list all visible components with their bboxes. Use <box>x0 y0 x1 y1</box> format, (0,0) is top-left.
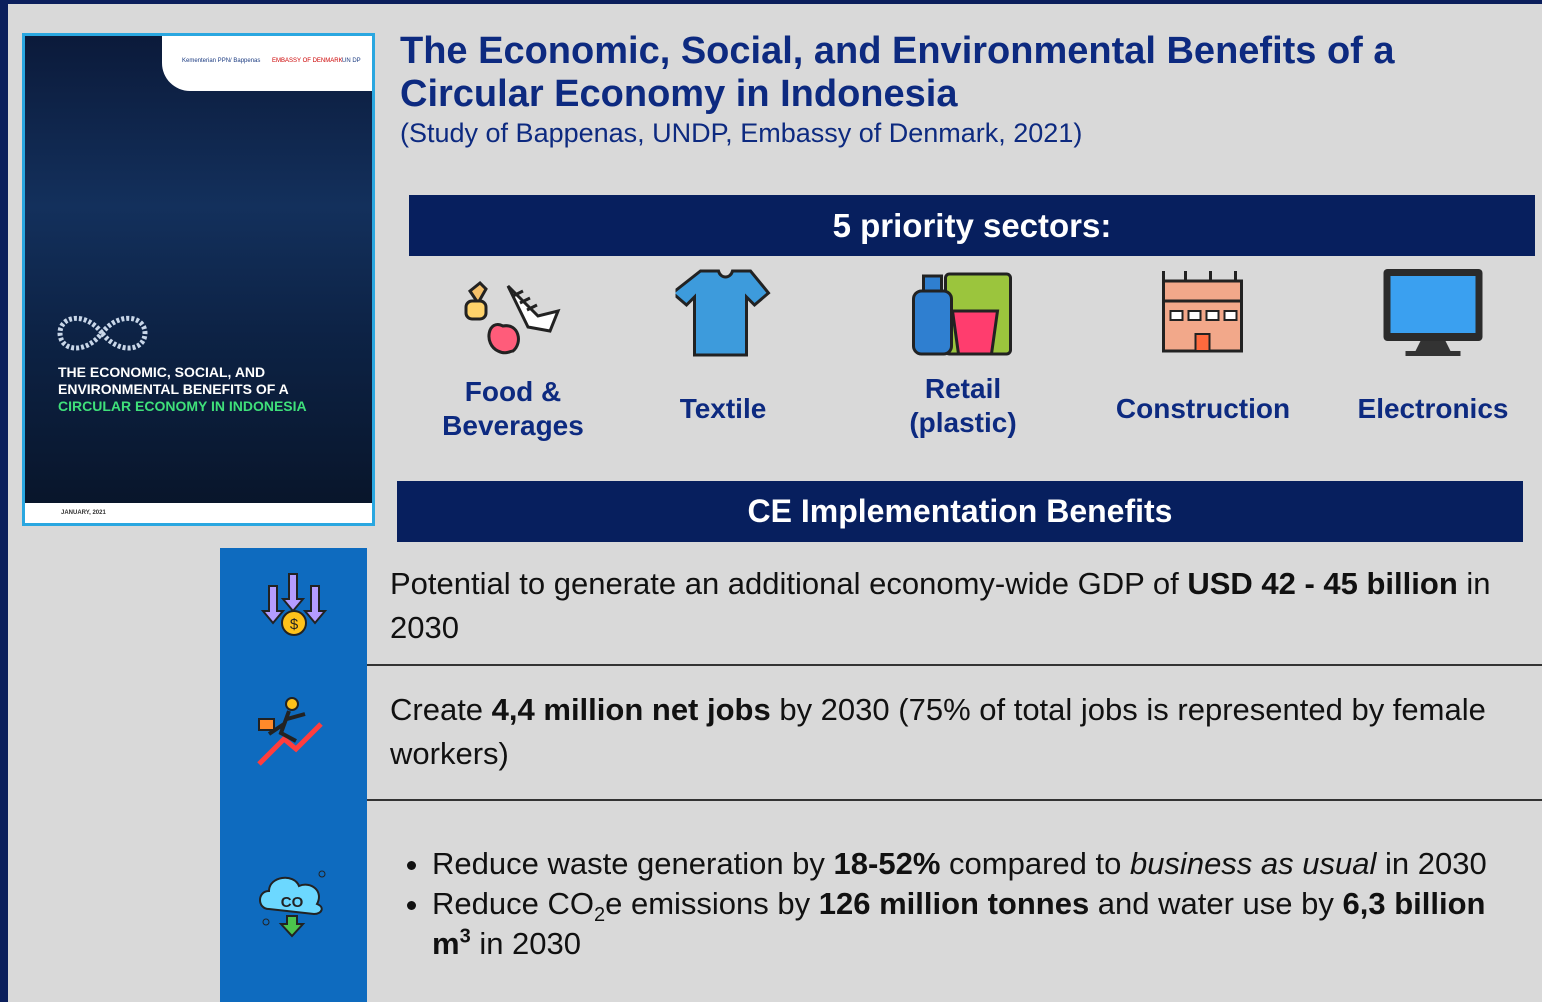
sector-icon <box>675 269 771 357</box>
sector-label-text: Construction <box>1115 393 1291 424</box>
bullet: Reduce waste generation by 18-52% compar… <box>432 844 1520 884</box>
sector: Food & Beverages <box>403 266 623 456</box>
sector-label: Electronics <box>1338 369 1528 449</box>
text-run: Potential to generate an additional econ… <box>390 566 1188 601</box>
logo: Kementerian PPN/ Bappenas <box>182 58 261 64</box>
sector: Retail (plastic) <box>868 266 1058 456</box>
icon: $ <box>260 573 327 636</box>
bullet: Reduce CO2e emissions by 126 million ton… <box>432 884 1520 964</box>
benefits-heading: CE Implementation Benefits <box>397 481 1523 542</box>
text-run: Reduce waste generation by <box>432 846 834 881</box>
text-run: in 2030 <box>390 566 1491 645</box>
benefit-icon: CO <box>220 799 367 1002</box>
sectors-heading: 5 priority sectors: <box>409 195 1535 256</box>
cover-date: JANUARY, 2021 <box>25 503 372 523</box>
sector-icon <box>1383 269 1483 356</box>
text-run: USD 42 - 45 billion <box>1187 566 1458 601</box>
text-run: 18-52% <box>833 846 941 881</box>
text-run: in 2030 <box>470 926 582 961</box>
report-cover: Kementerian PPN/ Bappenas EMBASSY OF DEN… <box>22 33 375 526</box>
benefit-row: Create 4,4 million net jobs by 2030 (75%… <box>220 664 1542 801</box>
sector-label-text: Textile <box>679 393 767 424</box>
benefit-icon <box>220 664 367 799</box>
icon: CO <box>258 870 325 938</box>
logo: UN DP <box>342 58 361 64</box>
subtitle: (Study of Bappenas, UNDP, Embassy of Den… <box>400 118 1083 148</box>
sector-label: Retail (plastic) <box>868 366 1058 446</box>
sector-label: Construction <box>1088 369 1318 449</box>
bullet-list: Reduce waste generation by 18-52% compar… <box>390 844 1520 964</box>
cover-title-line: THE ECONOMIC, SOCIAL, AND <box>58 364 266 380</box>
sector-label: Food & Beverages <box>403 369 623 449</box>
sector-label-text: Food & Beverages <box>442 376 584 441</box>
infinity-icon <box>57 315 148 351</box>
text-run: compared to <box>940 846 1130 881</box>
svg-text:$: $ <box>289 616 298 633</box>
text-run: Create <box>390 691 492 727</box>
paragraph: Create 4,4 million net jobs by 2030 (75%… <box>390 688 1520 776</box>
text-run: 3 <box>459 925 471 948</box>
svg-text:CO: CO <box>280 894 303 911</box>
text-run: e emissions by <box>605 886 819 921</box>
sector: Electronics <box>1338 266 1528 456</box>
sector-label-text: Electronics <box>1357 393 1509 424</box>
benefit-text: Create 4,4 million net jobs by 2030 (75%… <box>390 664 1520 799</box>
sector-icon <box>912 272 1012 356</box>
text-run: in 2030 <box>1376 846 1487 881</box>
text-run: 126 million tonnes <box>818 886 1090 921</box>
sector-label: Textile <box>638 369 808 449</box>
text-run: 4,4 million net jobs <box>491 691 771 727</box>
paragraph: Potential to generate an additional econ… <box>390 562 1520 650</box>
sector: Construction <box>1088 266 1318 456</box>
text-run: 6,3 billion m <box>432 886 1486 961</box>
icon <box>256 697 323 766</box>
cover-highlight: CIRCULAR ECONOMY IN INDONESIA <box>58 398 307 414</box>
cover-title-line: ENVIRONMENTAL BENEFITS OF A <box>58 381 289 397</box>
logo: EMBASSY OF DENMARK <box>272 58 343 64</box>
sector: Textile <box>638 266 808 456</box>
benefit-icon: $ <box>220 548 367 664</box>
benefit-text: Potential to generate an additional econ… <box>390 548 1520 664</box>
benefit-row: CO Reduce waste generation by 18-52% comp… <box>220 799 1542 1002</box>
text-run: and water use by <box>1089 886 1343 921</box>
sector-icon <box>1162 271 1243 353</box>
cover-logos: Kementerian PPN/ Bappenas EMBASSY OF DEN… <box>162 36 372 91</box>
benefit-row: $ Potential to generate an additional eco… <box>220 548 1542 666</box>
text-run: 2 <box>593 904 606 927</box>
text-run: Reduce CO <box>432 886 594 921</box>
text-run: by 2030 (75% of total jobs is represente… <box>390 691 1486 771</box>
sector-icon <box>464 280 561 355</box>
cover-title: THE ECONOMIC, SOCIAL, AND ENVIRONMENTAL … <box>58 364 307 415</box>
text-run: business as usual <box>1129 846 1377 881</box>
benefit-text: Reduce waste generation by 18-52% compar… <box>390 799 1520 1002</box>
title: The Economic, Social, and Environmental … <box>400 30 1395 115</box>
sector-label-text: Retail (plastic) <box>909 373 1017 438</box>
